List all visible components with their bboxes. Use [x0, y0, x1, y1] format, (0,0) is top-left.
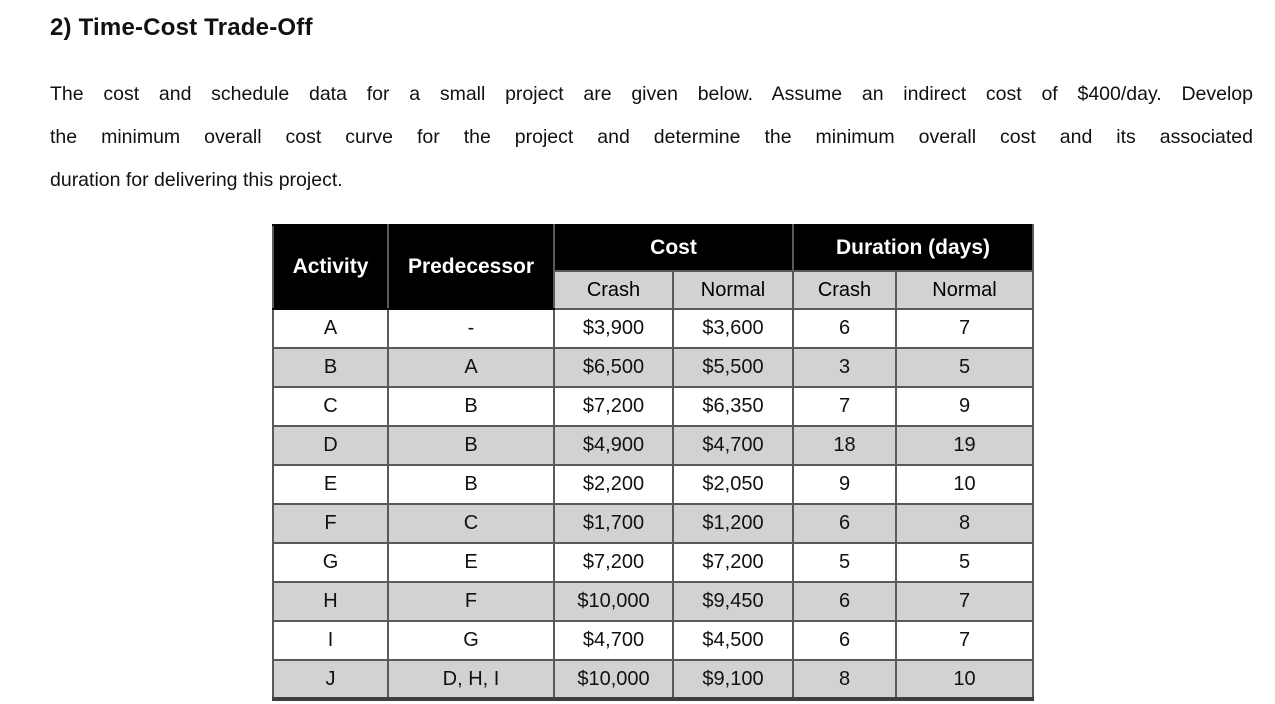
- cell-duration-crash: 7: [792, 386, 898, 427]
- cell-predecessor: C: [387, 503, 555, 544]
- cell-cost-crash: $6,500: [553, 347, 674, 388]
- cell-duration-crash: 3: [792, 347, 898, 388]
- cell-activity: E: [272, 464, 389, 505]
- cell-duration-normal: 7: [895, 620, 1035, 661]
- table-row-i: I G $4,700 $4,500 6 7: [272, 620, 1035, 661]
- cell-duration-normal: 19: [895, 425, 1035, 466]
- paragraph-line: The cost and schedule data for a small p…: [50, 83, 1253, 105]
- cell-duration-crash: 18: [792, 425, 898, 466]
- table-header-row-sub: Crash Normal Crash Normal: [273, 270, 1035, 310]
- cell-cost-normal: $1,200: [671, 503, 795, 544]
- cell-predecessor: G: [387, 620, 555, 661]
- table-header-row-groups: Activity Predecessor Cost Duration (days…: [272, 224, 1035, 310]
- header-cost-normal: Normal: [671, 270, 795, 310]
- cell-activity: J: [272, 659, 389, 701]
- activity-cost-table: Activity Predecessor Cost Duration (days…: [272, 224, 1035, 701]
- cell-duration-crash: 8: [792, 659, 898, 701]
- cell-predecessor: B: [387, 464, 555, 505]
- cell-activity: H: [272, 581, 389, 622]
- cell-cost-crash: $7,200: [553, 386, 674, 427]
- cell-predecessor: A: [387, 347, 555, 388]
- paragraph-line: the minimum overall cost curve for the p…: [50, 126, 1253, 148]
- cell-cost-crash: $4,700: [553, 620, 674, 661]
- cell-activity: D: [272, 425, 389, 466]
- cell-duration-crash: 5: [792, 542, 898, 583]
- cell-duration-crash: 6: [792, 620, 898, 661]
- cell-duration-normal: 9: [895, 386, 1035, 427]
- cell-cost-crash: $10,000: [553, 581, 674, 622]
- header-cost-group: Cost: [552, 224, 795, 272]
- paragraph-line: duration for delivering this project.: [50, 169, 343, 191]
- table-row-a: A - $3,900 $3,600 6 7: [272, 308, 1035, 349]
- cell-predecessor: B: [387, 425, 555, 466]
- header-duration-group: Duration (days): [792, 224, 1035, 272]
- table-row-d: D B $4,900 $4,700 18 19: [272, 425, 1035, 466]
- table-row-b: B A $6,500 $5,500 3 5: [272, 347, 1035, 388]
- problem-statement: The cost and schedule data for a small p…: [50, 73, 1253, 202]
- cell-cost-crash: $2,200: [553, 464, 674, 505]
- cell-cost-crash: $7,200: [553, 542, 674, 583]
- page-title: 2) Time-Cost Trade-Off: [50, 14, 313, 41]
- cell-predecessor: -: [387, 308, 555, 349]
- table-row-e: E B $2,200 $2,050 9 10: [272, 464, 1035, 505]
- cell-predecessor: E: [387, 542, 555, 583]
- cell-duration-crash: 9: [792, 464, 898, 505]
- cell-cost-crash: $10,000: [553, 659, 674, 701]
- cell-predecessor: D, H, I: [387, 659, 555, 701]
- cell-duration-normal: 8: [895, 503, 1035, 544]
- cell-activity: C: [272, 386, 389, 427]
- cell-duration-normal: 5: [895, 542, 1035, 583]
- cell-duration-crash: 6: [792, 581, 898, 622]
- header-predecessor: Predecessor: [387, 224, 555, 310]
- cell-activity: F: [272, 503, 389, 544]
- cell-duration-normal: 5: [895, 347, 1035, 388]
- table-row-c: C B $7,200 $6,350 7 9: [272, 386, 1035, 427]
- cell-cost-normal: $4,500: [671, 620, 795, 661]
- cell-cost-normal: $3,600: [671, 308, 795, 349]
- cell-activity: B: [272, 347, 389, 388]
- cell-duration-normal: 10: [895, 464, 1035, 505]
- header-cost-crash: Crash: [553, 270, 674, 310]
- cell-cost-normal: $9,450: [671, 581, 795, 622]
- cell-cost-normal: $2,050: [671, 464, 795, 505]
- cell-activity: A: [272, 308, 389, 349]
- cell-cost-crash: $3,900: [553, 308, 674, 349]
- cell-duration-normal: 10: [895, 659, 1035, 701]
- header-activity: Activity: [272, 224, 389, 310]
- header-duration-crash: Crash: [792, 270, 898, 310]
- cell-duration-normal: 7: [895, 308, 1035, 349]
- header-duration-normal: Normal: [895, 270, 1035, 310]
- table-row-h: H F $10,000 $9,450 6 7: [272, 581, 1035, 622]
- cell-activity: G: [272, 542, 389, 583]
- cell-cost-normal: $4,700: [671, 425, 795, 466]
- cell-cost-normal: $9,100: [671, 659, 795, 701]
- cell-cost-normal: $6,350: [671, 386, 795, 427]
- cell-cost-normal: $5,500: [671, 347, 795, 388]
- cell-duration-normal: 7: [895, 581, 1035, 622]
- cell-activity: I: [272, 620, 389, 661]
- cell-cost-normal: $7,200: [671, 542, 795, 583]
- cell-predecessor: B: [387, 386, 555, 427]
- cell-cost-crash: $1,700: [553, 503, 674, 544]
- cell-predecessor: F: [387, 581, 555, 622]
- table-row-j: J D, H, I $10,000 $9,100 8 10: [272, 659, 1035, 701]
- cell-cost-crash: $4,900: [553, 425, 674, 466]
- cell-duration-crash: 6: [792, 308, 898, 349]
- cell-duration-crash: 6: [792, 503, 898, 544]
- table-row-g: G E $7,200 $7,200 5 5: [272, 542, 1035, 583]
- table-row-f: F C $1,700 $1,200 6 8: [272, 503, 1035, 544]
